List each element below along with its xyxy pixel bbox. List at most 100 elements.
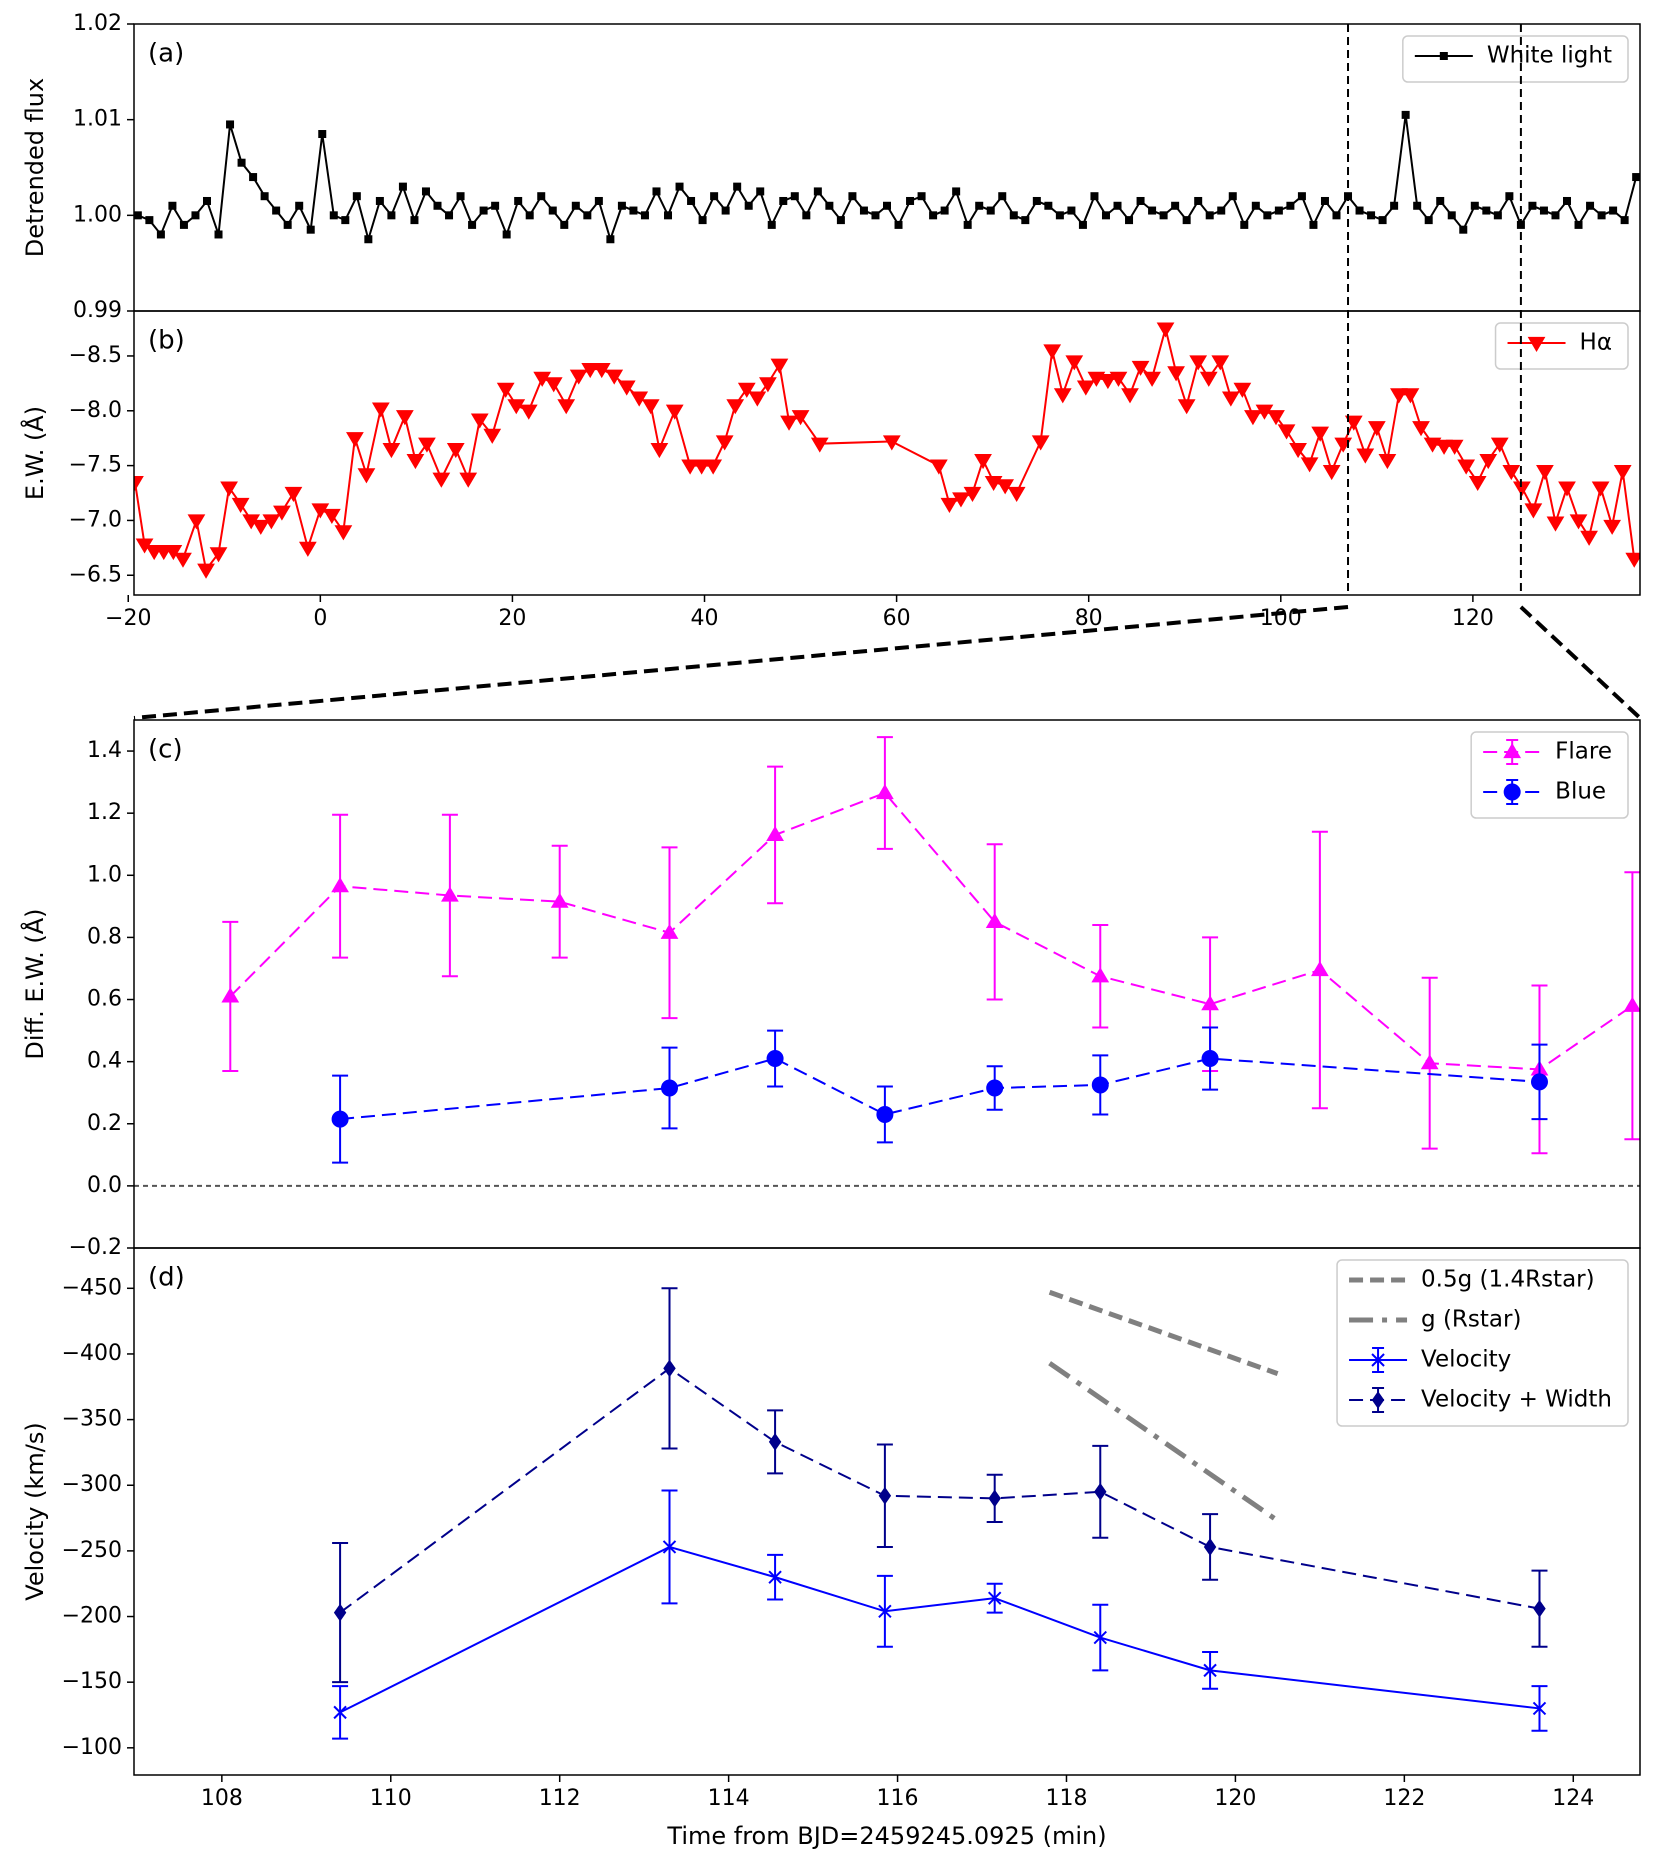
marker: [1099, 373, 1117, 390]
marker: [262, 514, 281, 530]
marker: [940, 497, 959, 513]
marker: [650, 443, 669, 459]
marker: [1355, 206, 1364, 215]
marker: [134, 211, 142, 220]
marker: [1199, 371, 1218, 387]
marker: [661, 1079, 679, 1097]
marker: [398, 182, 407, 191]
marker: [1322, 464, 1341, 481]
marker: [767, 220, 776, 229]
marker: [629, 206, 638, 215]
marker: [134, 475, 144, 492]
x-tick-label: 116: [877, 1786, 919, 1811]
marker: [1356, 448, 1375, 464]
marker: [1613, 464, 1632, 481]
marker: [963, 220, 972, 229]
marker: [364, 235, 373, 244]
marker: [1091, 1076, 1109, 1094]
marker: [1289, 443, 1307, 459]
marker: [1609, 206, 1618, 215]
marker: [675, 182, 684, 191]
marker: [237, 158, 246, 167]
marker: [802, 211, 811, 220]
marker: [640, 211, 649, 220]
marker: [1528, 201, 1537, 210]
marker: [251, 519, 270, 535]
marker: [906, 196, 915, 205]
marker: [1055, 211, 1064, 220]
marker: [1503, 743, 1522, 759]
marker: [341, 216, 350, 225]
marker: [1143, 371, 1161, 387]
marker: [1320, 196, 1329, 205]
y-tick-label: 1.01: [73, 107, 122, 132]
marker: [882, 435, 901, 451]
axes-frame: [133, 310, 1641, 596]
marker: [284, 486, 303, 503]
marker: [1546, 516, 1565, 532]
marker: [975, 201, 984, 210]
marker: [214, 230, 223, 239]
marker: [768, 1433, 782, 1451]
marker: [756, 187, 765, 196]
marker: [406, 454, 425, 470]
marker: [202, 196, 211, 205]
marker: [1401, 110, 1410, 119]
marker: [836, 216, 845, 225]
y-tick-label: −200: [62, 1604, 122, 1629]
marker: [1007, 486, 1026, 503]
panel: −450 −400 −350 −300 −250 −200 −150 −100 108 110 11…: [21, 1247, 1641, 1850]
marker: [1109, 371, 1128, 387]
marker: [996, 479, 1015, 495]
marker: [322, 508, 341, 524]
x-tick-label: 112: [539, 1786, 581, 1811]
marker: [1597, 211, 1606, 220]
series-line: [339, 1367, 1540, 1614]
marker: [1182, 216, 1191, 225]
marker: [952, 187, 961, 196]
marker: [929, 211, 938, 220]
marker: [1309, 220, 1318, 229]
y-tick-label: −100: [62, 1735, 122, 1760]
panel: −8.5 −8.0 −7.5 −7.0 −6.5 −20 0 20 40 60 80 100 120 E.…: [20, 310, 1641, 631]
marker: [514, 196, 523, 205]
y-tick-label: −0.2: [69, 1235, 122, 1260]
plot-area: [332, 1287, 1548, 1740]
marker: [410, 216, 419, 225]
y-tick-label: 0.8: [87, 924, 122, 949]
y-tick-label: 0.6: [87, 987, 122, 1012]
marker: [1297, 192, 1306, 201]
marker: [698, 216, 707, 225]
marker: [1457, 459, 1476, 475]
marker: [1623, 996, 1640, 1012]
marker: [652, 187, 661, 196]
series-line: [339, 1545, 1540, 1714]
series-line: [229, 791, 1633, 1071]
marker: [1203, 1663, 1217, 1678]
marker: [985, 912, 1004, 928]
marker: [710, 192, 719, 201]
marker: [790, 192, 799, 201]
marker: [1067, 206, 1076, 215]
marker: [605, 369, 624, 385]
marker: [1420, 1054, 1439, 1070]
legend-label: White light: [1487, 43, 1612, 69]
marker: [1113, 201, 1122, 210]
marker: [1505, 192, 1514, 201]
marker: [1586, 201, 1595, 210]
marker: [557, 399, 576, 415]
marker: [1136, 196, 1145, 205]
marker: [878, 1604, 892, 1618]
x-tick-label: 120: [1452, 606, 1494, 631]
marker: [1044, 201, 1053, 210]
marker: [721, 206, 730, 215]
marker: [1101, 211, 1110, 220]
y-axis-label: Velocity (km/s): [21, 1422, 49, 1600]
marker: [581, 363, 600, 379]
marker: [1311, 426, 1330, 442]
marker: [187, 514, 206, 530]
marker: [395, 410, 414, 426]
marker: [1532, 1701, 1547, 1716]
marker: [1569, 514, 1588, 530]
panel: −0.2 0.0 0.2 0.4 0.6 0.8 1.0 1.2 1.4 Diff. E.W. (…: [20, 719, 1641, 1260]
